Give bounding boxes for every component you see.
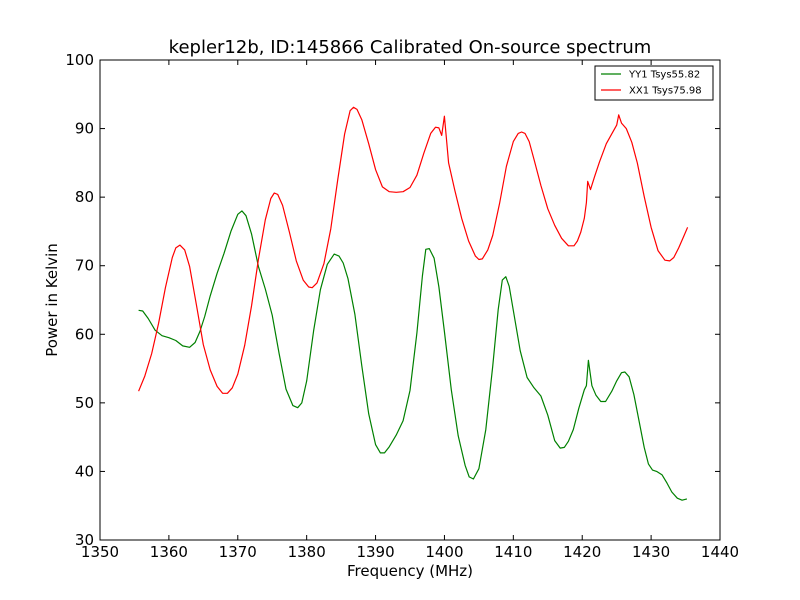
y-tick-label: 70 <box>75 257 94 275</box>
plot-frame <box>99 59 721 541</box>
legend-box <box>594 65 714 101</box>
y-tick-label: 80 <box>75 188 94 206</box>
y-tick-label: 100 <box>65 51 94 69</box>
plot-area <box>100 60 720 540</box>
x-tick-label: 1420 <box>563 543 601 561</box>
x-tick-label: 1370 <box>219 543 257 561</box>
y-axis-label: Power in Kelvin <box>43 243 61 357</box>
x-tick-label: 1400 <box>425 543 463 561</box>
y-tick-label: 60 <box>75 325 94 343</box>
legend-label-xx1: XX1 Tsys75.98 <box>629 86 702 97</box>
x-axis: 1350 1360 1370 1380 1390 1400 1410 1420 1430 1440 <box>81 60 739 561</box>
y-tick-label: 30 <box>75 531 94 549</box>
x-tick-label: 1440 <box>701 543 739 561</box>
chart-title: kepler12b, ID:145866 Calibrated On-sourc… <box>169 37 652 58</box>
series-line-xx1 <box>138 106 689 394</box>
y-tick-label: 40 <box>75 462 94 480</box>
x-tick-label: 1390 <box>356 543 394 561</box>
x-tick-label: 1380 <box>288 543 326 561</box>
y-axis: 30 40 50 60 70 80 90 100 <box>65 51 720 549</box>
series-layer <box>138 106 689 501</box>
legend-label-yy1: YY1 Tsys55.82 <box>628 70 700 81</box>
x-tick-label: 1410 <box>494 543 532 561</box>
x-axis-label: Frequency (MHz) <box>347 562 473 580</box>
x-tick-label: 1350 <box>81 543 119 561</box>
y-tick-label: 90 <box>75 120 94 138</box>
x-tick-label: 1360 <box>150 543 188 561</box>
series-line-yy1 <box>138 210 688 501</box>
y-tick-label: 50 <box>75 394 94 412</box>
x-tick-label: 1430 <box>632 543 670 561</box>
legend: YY1 Tsys55.82 XX1 Tsys75.98 <box>594 65 714 101</box>
